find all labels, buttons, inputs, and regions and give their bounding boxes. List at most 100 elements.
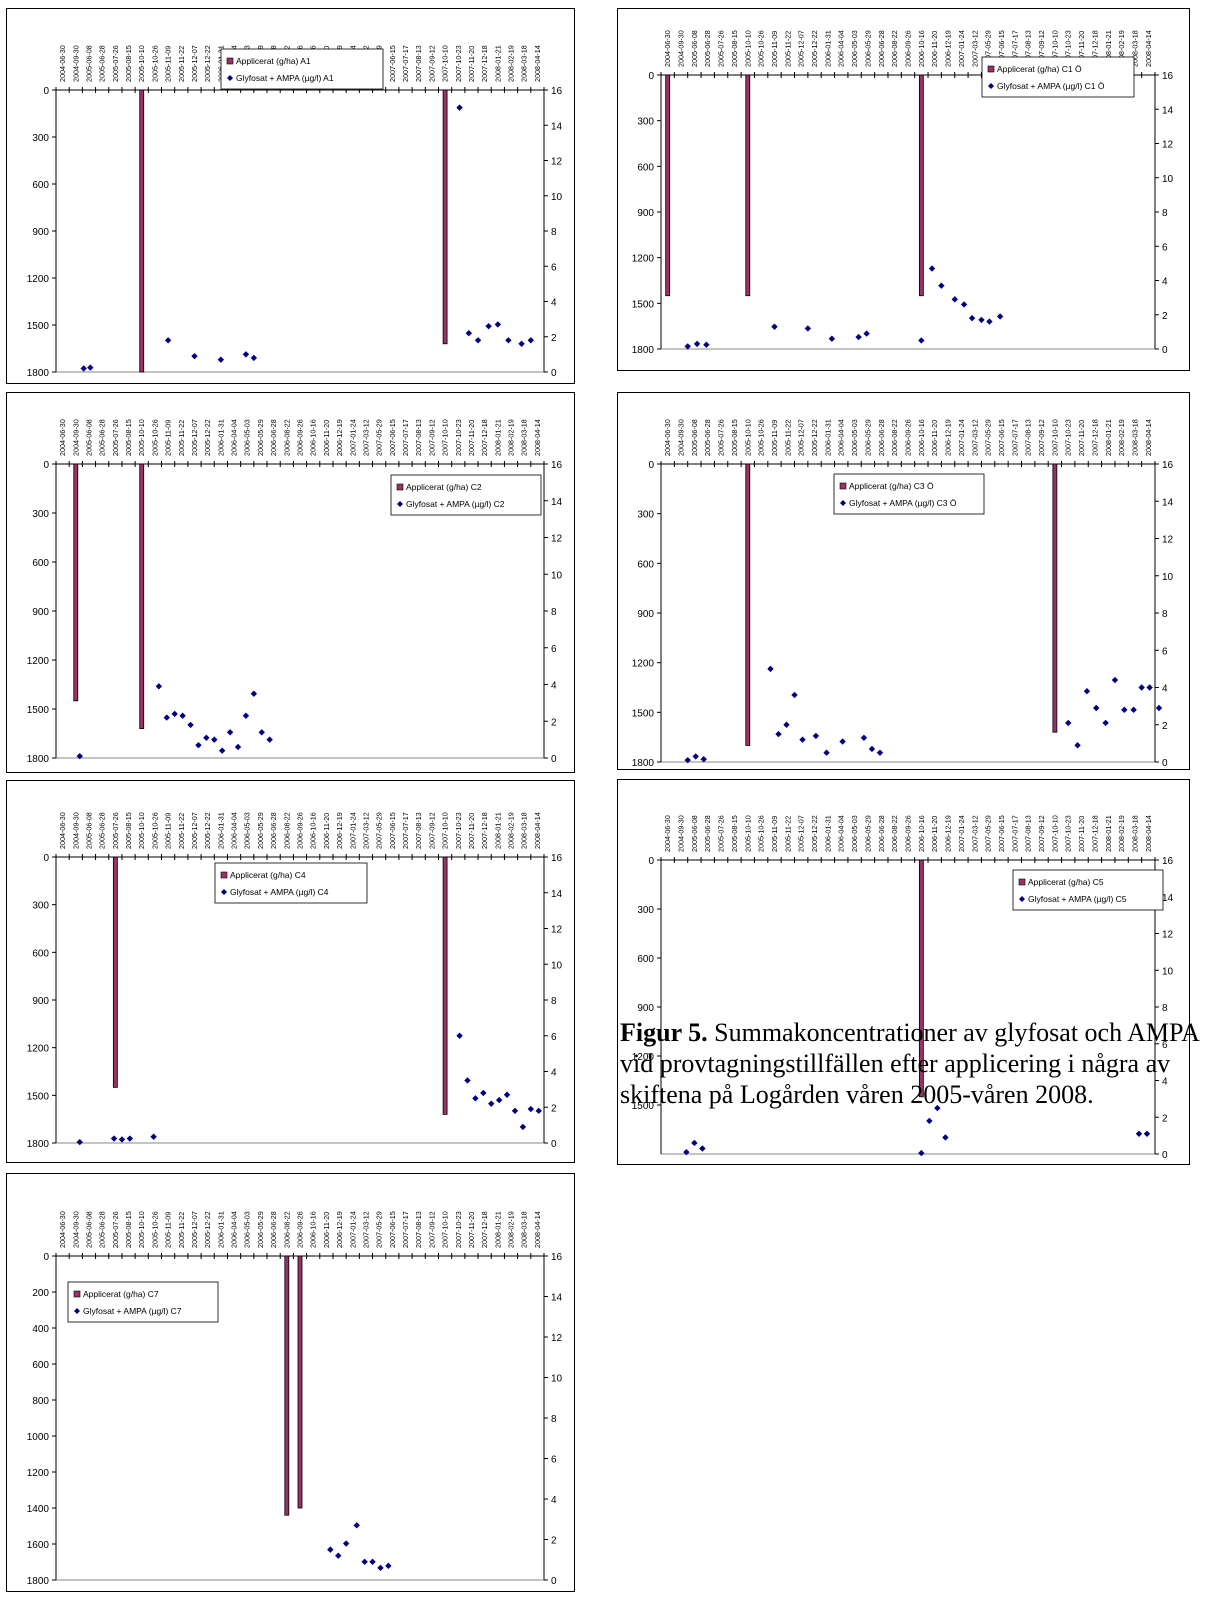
- concentration-point: [485, 322, 492, 330]
- concentration-point: [839, 738, 846, 745]
- chart-svg: 2004-06-30 2004-09-30 2005-06-08 2005-06-28…: [632, 419, 1174, 769]
- concentration-point: [480, 1089, 487, 1097]
- y-right-tick-label: 12: [1162, 930, 1174, 941]
- y-left-tick-label: 900: [637, 1003, 654, 1014]
- x-tick-label: 2005-12-22: [810, 30, 819, 67]
- concentration-point: [226, 729, 234, 736]
- x-tick-label: 2008-01-21: [1104, 815, 1113, 852]
- y-left-tick-label: 900: [637, 609, 654, 620]
- legend-label-applied: Applicerat (g/ha) C3 Ö: [849, 481, 934, 491]
- chart-svg: 2004-06-30 2004-09-30 2005-06-08 2005-06-28…: [632, 30, 1174, 356]
- legend-label-applied: Applicerat (g/ha) A1: [236, 56, 311, 66]
- x-tick-label: 2007-07-17: [1010, 30, 1019, 67]
- y-left-tick-label: 600: [637, 559, 654, 570]
- x-tick-label: 2007-09-12: [427, 812, 436, 849]
- concentration-point: [495, 1096, 503, 1104]
- x-tick-label: 2007-09-12: [1037, 815, 1046, 852]
- chart-panel-c7: 2004-06-30 2004-09-30 2005-06-08 2005-06-28…: [6, 1173, 575, 1592]
- x-tick-label: 2006-01-31: [216, 419, 225, 456]
- y-left-tick-label: 600: [637, 954, 654, 965]
- x-tick-label: 2006-10-16: [917, 419, 926, 456]
- x-tick-label: 2005-07-26: [111, 419, 120, 456]
- concentration-point: [361, 1558, 368, 1565]
- x-tick-label: 2005-10-10: [137, 1211, 146, 1248]
- x-tick-label: 2006-01-31: [216, 1211, 225, 1248]
- applied-bar: [139, 89, 145, 373]
- y-left-tick-label: 900: [32, 607, 49, 618]
- x-tick-label: 2006-05-29: [256, 1211, 265, 1248]
- concentration-point: [511, 1107, 519, 1115]
- x-tick-label: 2005-07-26: [717, 30, 726, 67]
- legend-box: [220, 48, 384, 90]
- x-tick-label: 2008-01-21: [493, 812, 502, 849]
- concentration-point: [342, 1540, 350, 1547]
- y-right-tick-label: 4: [551, 1068, 557, 1079]
- concentration-point: [519, 1123, 527, 1131]
- x-tick-label: 2007-01-24: [348, 1211, 357, 1248]
- concentration-point: [996, 313, 1004, 320]
- x-tick-label: 2004-06-30: [58, 812, 67, 849]
- applied-bar: [442, 89, 448, 345]
- x-tick-label: 2005-12-22: [203, 1211, 212, 1248]
- x-tick-label: 2007-10-10: [441, 419, 450, 456]
- concentration-point: [968, 314, 976, 322]
- x-tick-label: 2007-10-23: [1064, 30, 1073, 67]
- x-tick-label: 2006-12-19: [944, 30, 953, 67]
- x-tick-label: 2007-03-12: [970, 815, 979, 852]
- concentration-point: [1146, 684, 1153, 691]
- x-tick-label: 2007-11-20: [467, 813, 476, 849]
- concentration-point: [938, 282, 945, 289]
- y-right-tick-label: 14: [1162, 105, 1174, 116]
- x-tick-label: 2005-11-22: [177, 46, 186, 82]
- applied-bar: [745, 74, 751, 297]
- x-tick-label: 2008-01-21: [493, 45, 502, 82]
- x-tick-label: 2007-08-13: [1024, 30, 1033, 67]
- y-left-tick-label: 1500: [27, 705, 50, 716]
- x-tick-label: 2006-08-22: [890, 30, 899, 67]
- concentration-point: [456, 104, 463, 111]
- y-right-tick-label: 10: [1162, 174, 1174, 185]
- concentration-point: [118, 1136, 126, 1143]
- legend-bar-swatch: [1018, 878, 1026, 886]
- x-tick-label: 2007-08-13: [1024, 815, 1033, 852]
- x-tick-label: 2008-03-18: [520, 45, 529, 82]
- y-right-tick-label: 0: [551, 754, 557, 765]
- x-tick-label: 2007-12-18: [1090, 30, 1099, 67]
- legend-bar-swatch: [839, 482, 847, 490]
- x-tick-label: 2005-12-07: [797, 815, 806, 852]
- x-tick-label: 2005-06-08: [84, 812, 93, 849]
- y-right-tick-label: 10: [1162, 572, 1174, 583]
- x-tick-label: 2006-11-20: [322, 1212, 331, 1248]
- legend-marker-swatch: [1019, 896, 1025, 902]
- concentration-point: [527, 337, 535, 344]
- chart-panel-c5: 2004-06-30 2004-09-30 2005-06-08 2005-06-28…: [617, 779, 1190, 1165]
- concentration-point: [171, 710, 178, 718]
- x-tick-label: 2004-09-30: [677, 419, 686, 456]
- legend-label-applied: Applicerat (g/ha) C4: [230, 870, 306, 880]
- x-tick-label: 2004-09-30: [71, 1211, 80, 1248]
- x-tick-label: 2006-10-16: [917, 30, 926, 67]
- x-tick-label: 2007-12-18: [480, 812, 489, 849]
- y-left-tick-label: 1800: [27, 754, 50, 765]
- concentration-point: [456, 1032, 463, 1039]
- x-tick-label: 2006-10-16: [309, 1211, 318, 1248]
- y-left-tick-label: 300: [637, 510, 654, 521]
- x-tick-label: 2006-12-19: [944, 419, 953, 456]
- concentration-point: [918, 1149, 925, 1157]
- legend-label-concentration: Glyfosat + AMPA (µg/l) C7: [83, 1306, 182, 1316]
- y-right-tick-label: 2: [1162, 721, 1168, 732]
- x-tick-label: 2007-06-15: [388, 419, 397, 456]
- legend-label-applied: Applicerat (g/ha) C5: [1028, 877, 1104, 887]
- x-tick-label: 2006-12-19: [335, 1211, 344, 1248]
- concentration-point: [163, 714, 170, 721]
- x-tick-label: 2007-12-18: [1090, 815, 1099, 852]
- x-tick-label: 2007-07-17: [401, 419, 410, 456]
- x-tick-label: 2006-11-20: [930, 31, 939, 67]
- y-left-tick-label: 1500: [27, 1091, 50, 1102]
- x-tick-label: 2006-05-03: [850, 30, 859, 67]
- x-tick-label: 2005-06-08: [84, 1211, 93, 1248]
- x-tick-label: 2007-03-12: [361, 419, 370, 456]
- x-tick-label: 2005-07-26: [717, 815, 726, 852]
- figure-caption: Figur 5. Summakoncentrationer av glyfosa…: [620, 1017, 1200, 1110]
- y-right-tick-label: 8: [551, 227, 557, 238]
